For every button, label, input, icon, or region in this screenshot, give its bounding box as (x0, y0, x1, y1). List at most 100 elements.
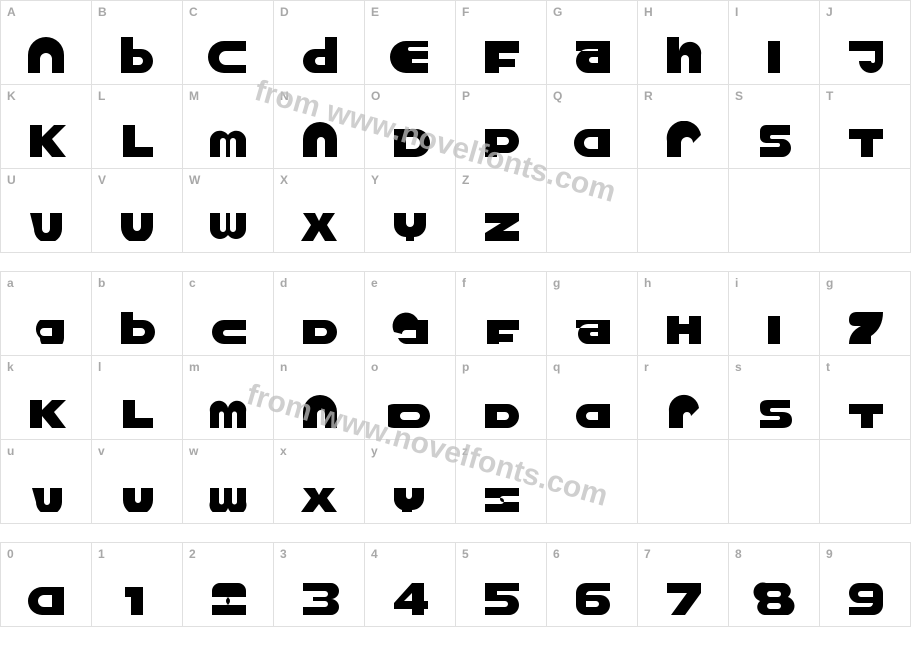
glyph-P_u (456, 121, 546, 162)
key-label: M (189, 89, 199, 103)
cell-digits-9: 9 (820, 543, 911, 627)
glyph-I_u (729, 37, 819, 78)
glyph-u_l (1, 476, 91, 517)
cell-lowercase-i: i (729, 272, 820, 356)
cell-lowercase-c: c (183, 272, 274, 356)
glyph-X_u (274, 205, 364, 246)
cell-uppercase-Q: Q (547, 85, 638, 169)
glyph-x_l (274, 476, 364, 517)
cell-empty (547, 169, 638, 253)
key-label: Y (371, 173, 379, 187)
glyph-e_l (365, 308, 455, 349)
glyph-Z_u (456, 205, 546, 246)
cell-lowercase-x: x (274, 440, 365, 524)
glyph-H_u (638, 37, 728, 78)
grid-lowercase: abcdefghigklmnopqrstuvwxyz (0, 271, 911, 524)
key-label: X (280, 173, 288, 187)
key-label: d (280, 276, 287, 290)
key-label: H (644, 5, 653, 19)
cell-lowercase-v: v (92, 440, 183, 524)
glyph-g_l (547, 308, 637, 349)
key-label: S (735, 89, 743, 103)
glyph-v_l (92, 476, 182, 517)
cell-lowercase-p: p (456, 356, 547, 440)
glyph-d3 (274, 579, 364, 620)
key-label: f (462, 276, 466, 290)
cell-lowercase-o: o (365, 356, 456, 440)
key-label: o (371, 360, 378, 374)
cell-uppercase-I: I (729, 1, 820, 85)
key-label: 0 (7, 547, 14, 561)
cell-empty (729, 169, 820, 253)
key-label: y (371, 444, 378, 458)
cell-lowercase-a: a (1, 272, 92, 356)
grid-uppercase: ABCDEFGHIJKLMNOPQRSTUVWXYZ (0, 0, 911, 253)
cell-uppercase-Y: Y (365, 169, 456, 253)
key-label: r (644, 360, 649, 374)
cell-digits-2: 2 (183, 543, 274, 627)
section-uppercase: ABCDEFGHIJKLMNOPQRSTUVWXYZ (0, 0, 911, 253)
key-label: R (644, 89, 653, 103)
key-label: 8 (735, 547, 742, 561)
glyph-J_u (820, 37, 910, 78)
key-label: C (189, 5, 198, 19)
key-label: A (7, 5, 16, 19)
glyph-d2 (183, 579, 273, 620)
glyph-z_l (456, 476, 546, 517)
glyph-d0 (1, 579, 91, 620)
glyph-d5 (456, 579, 546, 620)
glyph-q_l (547, 392, 637, 433)
glyph-R_u (638, 121, 728, 162)
cell-lowercase-g: g (547, 272, 638, 356)
cell-digits-8: 8 (729, 543, 820, 627)
cell-lowercase-q: q (547, 356, 638, 440)
key-label: P (462, 89, 470, 103)
cell-digits-3: 3 (274, 543, 365, 627)
glyph-O_u (365, 121, 455, 162)
glyph-d4 (365, 579, 455, 620)
cell-empty (820, 440, 911, 524)
cell-lowercase-b: b (92, 272, 183, 356)
key-label: E (371, 5, 379, 19)
key-label: q (553, 360, 560, 374)
key-label: p (462, 360, 469, 374)
glyph-S_u (729, 121, 819, 162)
glyph-d9 (820, 579, 910, 620)
key-label: x (280, 444, 287, 458)
cell-uppercase-G: G (547, 1, 638, 85)
key-label: 3 (280, 547, 287, 561)
cell-empty (638, 169, 729, 253)
glyph-V_u (92, 205, 182, 246)
glyph-t_l (820, 392, 910, 433)
key-label: s (735, 360, 742, 374)
key-label: 4 (371, 547, 378, 561)
cell-lowercase-y: y (365, 440, 456, 524)
key-label: z (462, 444, 468, 458)
key-label: O (371, 89, 380, 103)
glyph-L_u (92, 121, 182, 162)
glyph-c_l (183, 308, 273, 349)
glyph-m_l (183, 392, 273, 433)
key-label: G (553, 5, 562, 19)
glyph-M_u (183, 121, 273, 162)
cell-lowercase-e: e (365, 272, 456, 356)
cell-lowercase-w: w (183, 440, 274, 524)
glyph-A_u (1, 37, 91, 78)
cell-uppercase-S: S (729, 85, 820, 169)
section-digits: 0123456789 (0, 542, 911, 627)
key-label: k (7, 360, 14, 374)
glyph-d7 (638, 579, 728, 620)
glyph-C_u (183, 37, 273, 78)
cell-empty (820, 169, 911, 253)
cell-uppercase-O: O (365, 85, 456, 169)
glyph-w_l (183, 476, 273, 517)
cell-uppercase-V: V (92, 169, 183, 253)
cell-lowercase-l: l (92, 356, 183, 440)
cell-empty (547, 440, 638, 524)
key-label: 1 (98, 547, 105, 561)
key-label: W (189, 173, 200, 187)
key-label: K (7, 89, 16, 103)
cell-uppercase-C: C (183, 1, 274, 85)
glyph-o_l (365, 392, 455, 433)
glyph-l_l (92, 392, 182, 433)
